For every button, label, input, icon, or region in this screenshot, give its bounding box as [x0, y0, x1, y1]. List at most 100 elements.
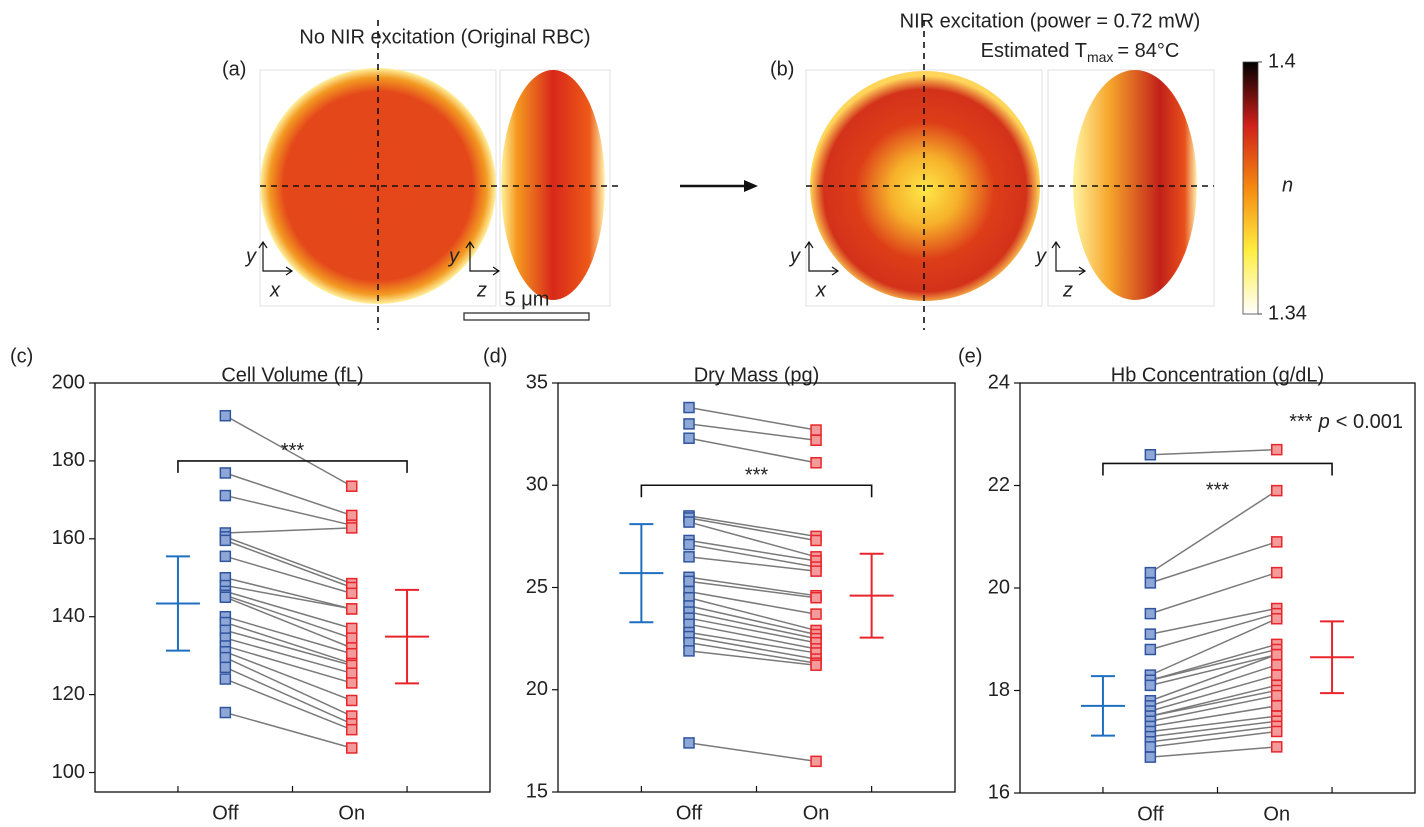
subscript: max: [1087, 49, 1113, 65]
y-tick-label: 15: [526, 780, 548, 802]
pair-line: [688, 617, 817, 644]
plot-frame: [1019, 382, 1416, 794]
panel-label: (b): [770, 58, 794, 80]
y-tick-label: 22: [988, 474, 1010, 496]
pair-line: [1150, 618, 1278, 676]
data-point: [1271, 689, 1283, 702]
pair-line: [688, 596, 817, 632]
y-tick-label: 120: [52, 683, 85, 705]
axis-letter: x: [815, 279, 827, 301]
pair-line: [1150, 612, 1277, 651]
chart-title: Cell Volume (fL): [221, 364, 363, 386]
pair-line: [1150, 684, 1277, 717]
pair-line: [225, 678, 353, 731]
data-point: [346, 622, 358, 635]
data-point: [683, 551, 695, 563]
y-tick-label: 180: [52, 449, 85, 471]
x-tick-label: Off: [1137, 803, 1164, 825]
data-point: [1271, 648, 1283, 661]
image-frame: [1047, 69, 1215, 307]
pair-line: [688, 590, 817, 615]
pair-line: [225, 555, 352, 595]
panel-label: (e): [958, 345, 982, 367]
chart-title: Dry Mass (pg): [694, 364, 820, 386]
pair-line: [225, 596, 353, 649]
pair-line: [225, 527, 352, 534]
data-point: [810, 608, 822, 620]
significance-bracket: [1102, 462, 1333, 476]
data-point: [1144, 449, 1157, 461]
pair-line: [1150, 571, 1277, 615]
pair-line: [688, 556, 817, 572]
axis-letter: z: [476, 279, 487, 301]
data-point: [346, 632, 358, 644]
pair-line: [688, 635, 817, 660]
data-point: [1271, 566, 1283, 579]
axis-indicator: [465, 240, 501, 276]
significance-label: ***: [281, 440, 305, 462]
data-point: [683, 538, 695, 551]
data-point: [810, 565, 822, 577]
pair-line: [688, 623, 817, 650]
data-point: [1144, 566, 1157, 579]
y-tick-label: 35: [526, 371, 548, 393]
data-point: [1271, 484, 1283, 497]
panel-label: (a): [222, 58, 246, 80]
pair-line: [1150, 607, 1277, 635]
axis-letter: y: [447, 245, 460, 267]
x-tick-label: Off: [676, 802, 703, 824]
pair-line: [688, 423, 817, 442]
pair-line: [1150, 694, 1277, 722]
y-tick-label: 160: [52, 527, 85, 549]
rbc-front-view: [810, 71, 1040, 301]
pair-line: [225, 536, 353, 585]
data-point: [219, 651, 232, 664]
panel-title: NIR excitation (power = 0.72 mW): [900, 10, 1201, 32]
data-point: [810, 591, 822, 604]
subtitle-text: Estimated T: [981, 40, 1087, 62]
significance-bracket: [640, 484, 873, 498]
axis-indicator: [1051, 240, 1087, 276]
data-point: [1271, 536, 1283, 548]
data-point: [683, 432, 695, 444]
pair-line: [1150, 725, 1277, 743]
pair-line: [225, 590, 352, 630]
y-tick-label: 30: [526, 474, 548, 496]
rbc-side-view: [1073, 70, 1197, 300]
data-point: [1271, 741, 1283, 753]
data-point: [683, 645, 695, 657]
data-point: [1271, 659, 1283, 671]
data-point: [810, 755, 822, 768]
y-tick-label: 200: [52, 371, 85, 393]
data-point: [1144, 628, 1157, 640]
pair-line: [1150, 541, 1277, 584]
pair-line: [225, 621, 352, 665]
y-tick-label: 100: [52, 761, 85, 783]
data-point: [219, 489, 232, 502]
pair-line: [688, 631, 817, 654]
pair-line: [225, 584, 352, 610]
pair-line: [1150, 730, 1277, 748]
y-tick-label: 20: [526, 678, 548, 700]
pair-line: [688, 742, 817, 763]
data-point: [346, 723, 358, 736]
scale-bar-label: 5 μm: [505, 288, 550, 310]
data-point: [683, 516, 695, 528]
panel-title: No NIR excitation (Original RBC): [299, 26, 590, 48]
data-point: [1144, 679, 1157, 692]
data-point: [683, 418, 695, 430]
pair-line: [688, 580, 817, 599]
subtitle-text: = 84°C: [1117, 40, 1179, 62]
pair-line: [1150, 715, 1277, 733]
data-point: [219, 534, 232, 547]
annotation-part: ***: [1289, 411, 1313, 433]
y-tick-label: 18: [988, 679, 1010, 701]
pair-line: [225, 594, 352, 639]
data-point: [810, 534, 822, 547]
pair-line: [225, 472, 352, 517]
pair-line: [688, 515, 817, 538]
data-point: [683, 737, 695, 749]
data-point: [1271, 613, 1283, 625]
pair-line: [1150, 643, 1277, 681]
